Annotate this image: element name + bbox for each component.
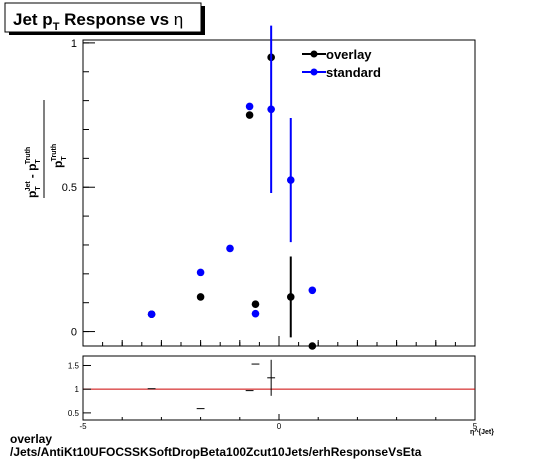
series-standard bbox=[147, 25, 317, 319]
legend-entry-standard: standard bbox=[302, 65, 381, 80]
legend: overlay standard bbox=[302, 47, 381, 80]
ratio-y-tick-label: 0.5 bbox=[68, 409, 80, 418]
y-tick-label: 0.5 bbox=[62, 182, 77, 194]
point-standard bbox=[245, 102, 254, 111]
point-overlay bbox=[308, 342, 317, 350]
point-overlay bbox=[286, 293, 295, 301]
legend-marker-standard bbox=[310, 68, 318, 76]
ratio-x-tick-label: -5 bbox=[79, 422, 87, 431]
footer-line-1: overlay bbox=[10, 432, 53, 446]
x-axis-label: η^{Jet} bbox=[470, 428, 494, 436]
ratio-y-tick-label: 1 bbox=[75, 385, 80, 394]
title-box: Jet pT Response vs η bbox=[4, 2, 205, 35]
point-standard bbox=[267, 105, 275, 114]
point-standard bbox=[308, 286, 317, 295]
point-overlay bbox=[196, 293, 205, 301]
svg-text:pTTruth: pTTruth bbox=[51, 144, 68, 168]
point-standard bbox=[196, 268, 205, 277]
chart-title: Jet pT Response vs η bbox=[13, 10, 183, 33]
point-standard bbox=[226, 244, 234, 253]
ratio-point bbox=[267, 359, 276, 396]
ratio-y-tick-label: 1.5 bbox=[68, 361, 80, 370]
point-overlay bbox=[245, 111, 254, 119]
footer-line-2: /Jets/AntiKt10UFOCSSKSoftDropBeta100Zcut… bbox=[10, 445, 422, 459]
ratio-x-tick-label: 0 bbox=[277, 422, 282, 431]
point-overlay bbox=[251, 300, 260, 308]
point-standard bbox=[251, 309, 260, 318]
point-standard bbox=[286, 176, 295, 184]
legend-entry-overlay: overlay bbox=[302, 47, 372, 62]
y-axis-label: pTJet- pTTruth pTTruth bbox=[25, 100, 68, 198]
point-standard bbox=[147, 310, 156, 319]
ratio-plot: 0.5 1 1.5 -5 0 5 bbox=[68, 359, 478, 431]
main-plot: 00.51 bbox=[62, 25, 476, 350]
legend-marker-overlay bbox=[310, 50, 318, 58]
y-tick-label: 0 bbox=[71, 327, 77, 339]
y-tick-label: 1 bbox=[71, 38, 77, 50]
ratio-x-tick-label: 5 bbox=[473, 422, 478, 431]
main-plot-frame bbox=[82, 39, 476, 347]
svg-text:pTJet- pTTruth: pTJet- pTTruth bbox=[25, 147, 42, 198]
legend-label-standard: standard bbox=[326, 65, 381, 80]
legend-label-overlay: overlay bbox=[326, 47, 372, 62]
ratio-plot-frame bbox=[82, 355, 476, 421]
